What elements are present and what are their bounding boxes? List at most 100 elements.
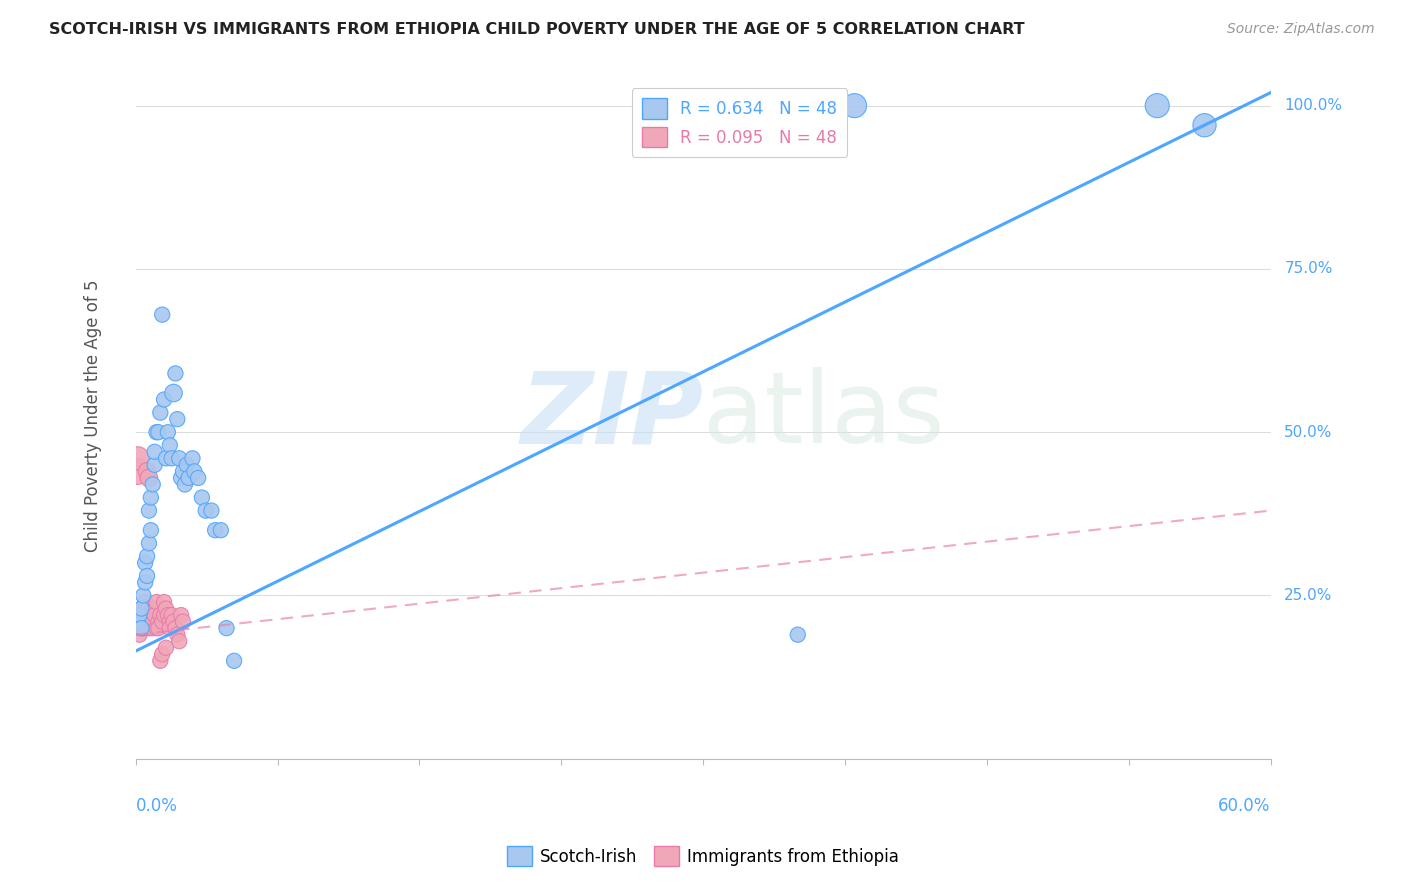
Point <box>132 589 155 603</box>
Point <box>139 523 162 537</box>
Point <box>159 438 181 452</box>
Point <box>165 621 187 635</box>
Text: 75.0%: 75.0% <box>1284 261 1333 277</box>
Point <box>128 628 150 642</box>
Point <box>1146 98 1168 112</box>
Point <box>138 503 160 517</box>
Point <box>134 608 156 623</box>
Point <box>132 608 155 623</box>
Point <box>143 445 166 459</box>
Point <box>132 621 155 635</box>
Point <box>160 608 183 623</box>
Point <box>134 556 156 570</box>
Point <box>143 608 166 623</box>
Point <box>191 491 214 505</box>
Point <box>162 615 184 629</box>
Point <box>136 601 159 615</box>
Point <box>155 601 177 615</box>
Point <box>148 615 170 629</box>
Point <box>166 412 188 426</box>
Point <box>172 464 194 478</box>
Point <box>139 491 162 505</box>
Point <box>155 451 177 466</box>
Point <box>142 621 165 635</box>
Point <box>177 471 200 485</box>
Point <box>138 621 160 635</box>
Point <box>181 451 204 466</box>
Point <box>142 477 165 491</box>
Point <box>160 451 183 466</box>
Point <box>131 621 153 635</box>
Point <box>149 608 172 623</box>
Point <box>215 621 238 635</box>
Point <box>167 451 190 466</box>
Point <box>143 601 166 615</box>
Point <box>159 615 181 629</box>
Point <box>145 621 167 635</box>
Text: Source: ZipAtlas.com: Source: ZipAtlas.com <box>1227 22 1375 37</box>
Point <box>170 471 193 485</box>
Point <box>187 471 209 485</box>
Point <box>183 464 205 478</box>
Point <box>131 615 153 629</box>
Point <box>204 523 226 537</box>
Point <box>165 367 187 381</box>
Point <box>153 392 176 407</box>
Point <box>136 464 159 478</box>
Point <box>136 549 159 564</box>
Legend: Scotch-Irish, Immigrants from Ethiopia: Scotch-Irish, Immigrants from Ethiopia <box>501 839 905 873</box>
Point <box>194 503 217 517</box>
Point <box>170 608 193 623</box>
Legend: R = 0.634   N = 48, R = 0.095   N = 48: R = 0.634 N = 48, R = 0.095 N = 48 <box>633 88 848 157</box>
Point <box>131 601 153 615</box>
Point <box>222 654 245 668</box>
Text: ZIP: ZIP <box>520 368 703 465</box>
Point <box>167 634 190 648</box>
Text: 0.0%: 0.0% <box>136 797 177 814</box>
Point <box>159 621 181 635</box>
Point <box>136 569 159 583</box>
Point <box>127 615 149 629</box>
Point <box>127 451 149 466</box>
Point <box>176 458 198 472</box>
Point <box>148 621 170 635</box>
Point <box>153 608 176 623</box>
Point <box>786 628 808 642</box>
Text: 50.0%: 50.0% <box>1284 425 1333 440</box>
Point <box>138 536 160 550</box>
Text: SCOTCH-IRISH VS IMMIGRANTS FROM ETHIOPIA CHILD POVERTY UNDER THE AGE OF 5 CORREL: SCOTCH-IRISH VS IMMIGRANTS FROM ETHIOPIA… <box>49 22 1025 37</box>
Point <box>142 615 165 629</box>
Point <box>156 425 179 440</box>
Point <box>138 471 160 485</box>
Text: 60.0%: 60.0% <box>1219 797 1271 814</box>
Point <box>200 503 222 517</box>
Point <box>136 615 159 629</box>
Point <box>131 608 153 623</box>
Point <box>134 621 156 635</box>
Point <box>1194 118 1216 132</box>
Point <box>844 98 866 112</box>
Text: 25.0%: 25.0% <box>1284 588 1333 603</box>
Point <box>134 595 156 609</box>
Point <box>162 386 184 401</box>
Point <box>139 615 162 629</box>
Point <box>134 575 156 590</box>
Point <box>209 523 232 537</box>
Point <box>166 628 188 642</box>
Point <box>172 615 194 629</box>
Point <box>128 608 150 623</box>
Point <box>145 595 167 609</box>
Point <box>145 425 167 440</box>
Point <box>143 458 166 472</box>
Point <box>127 464 149 478</box>
Point <box>128 608 150 623</box>
Point <box>139 608 162 623</box>
Point <box>150 647 173 661</box>
Point <box>149 406 172 420</box>
Point <box>155 640 177 655</box>
Point <box>131 601 153 615</box>
Point <box>174 477 197 491</box>
Point <box>132 615 155 629</box>
Point <box>156 608 179 623</box>
Point <box>149 654 172 668</box>
